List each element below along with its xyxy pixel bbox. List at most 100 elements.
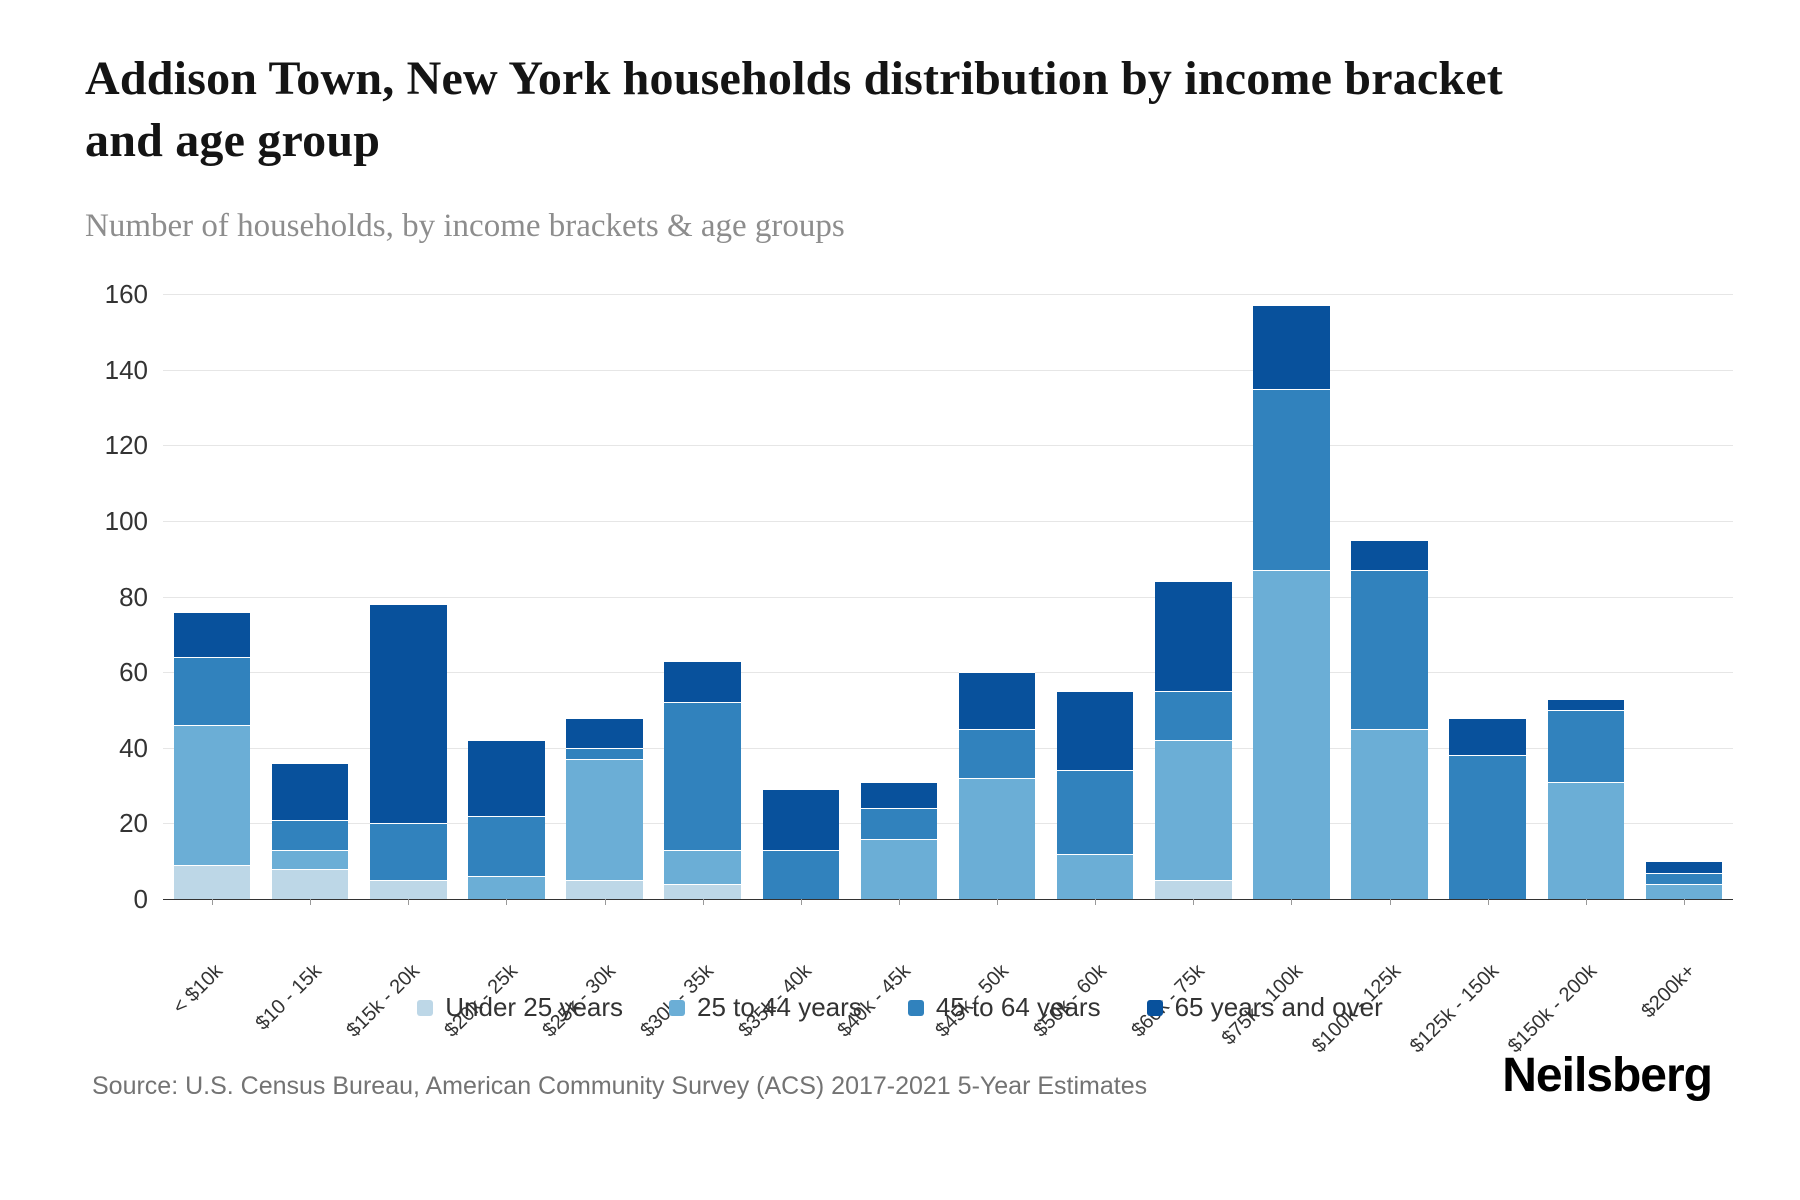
x-axis-tick	[898, 899, 900, 905]
bar-segment[interactable]	[762, 789, 840, 850]
stacked-bar	[1547, 294, 1625, 899]
category-slot: $30k - 35k	[637, 294, 752, 1041]
bar-segment[interactable]	[1155, 880, 1232, 899]
y-axis-tick-label: 160	[104, 279, 148, 309]
stacked-bar	[1155, 294, 1232, 899]
bar-segment[interactable]	[173, 725, 251, 865]
bar-segment[interactable]	[271, 819, 349, 850]
bar-segment[interactable]	[370, 823, 447, 881]
stacked-bar	[566, 294, 643, 899]
bar-segment[interactable]	[173, 657, 251, 726]
plot-area: < $10k $10 - 15k $15k - 20k $20k - 25k $25k …	[163, 294, 1733, 1057]
x-axis-tick	[506, 899, 508, 905]
y-axis-tick-label: 40	[119, 732, 148, 763]
bar-segment[interactable]	[1253, 305, 1330, 389]
bar-segment[interactable]	[1155, 691, 1232, 741]
category-slot: $35k - 40k	[735, 294, 850, 1041]
x-axis-tick	[1193, 899, 1195, 905]
bar-segment[interactable]	[664, 883, 741, 899]
legend-item[interactable]: Under 25 years	[417, 992, 623, 1023]
stacked-bar	[1253, 294, 1330, 899]
gridline	[163, 596, 1733, 598]
bar-segment[interactable]	[1645, 872, 1723, 884]
category-slot: $25k - 30k	[539, 294, 654, 1041]
x-axis-tick	[1095, 899, 1097, 905]
gridline	[163, 823, 1733, 825]
bar-segment[interactable]	[664, 702, 741, 850]
bar-segment[interactable]	[958, 728, 1036, 778]
category-slot: $15k - 20k	[342, 294, 457, 1041]
bar-segment[interactable]	[1351, 539, 1428, 571]
bar-segment[interactable]	[1056, 691, 1134, 771]
chart-subtitle: Number of households, by income brackets…	[85, 208, 845, 244]
bar-segment[interactable]	[1253, 570, 1330, 899]
stacked-bar	[271, 294, 349, 899]
y-axis-tick-label: 120	[104, 430, 148, 461]
legend-label: 25 to 44 years	[697, 992, 862, 1022]
bar-segment[interactable]	[762, 849, 840, 899]
x-axis-tick	[408, 899, 410, 905]
bar-segment[interactable]	[860, 808, 938, 839]
bar-segment[interactable]	[1449, 755, 1526, 899]
bar-segment[interactable]	[1645, 883, 1723, 899]
legend-item[interactable]: 65 years and over	[1146, 992, 1383, 1023]
bar-segment[interactable]	[1155, 740, 1232, 881]
bar-segment[interactable]	[566, 747, 643, 760]
legend-item[interactable]: 45 to 64 years	[907, 992, 1101, 1023]
gridline	[163, 294, 1733, 295]
stacked-bar	[468, 294, 545, 899]
y-axis-tick-label: 20	[119, 808, 148, 839]
bar-segment[interactable]	[566, 880, 643, 899]
bar-segment[interactable]	[370, 880, 447, 899]
bar-segment[interactable]	[1253, 388, 1330, 571]
bar-segment[interactable]	[1449, 717, 1526, 756]
category-slot: $60k - 75k	[1127, 294, 1242, 1041]
bar-segment[interactable]	[271, 762, 349, 820]
x-axis-tick	[212, 899, 214, 905]
bar-segment[interactable]	[1351, 728, 1428, 899]
bar-segment[interactable]	[271, 868, 349, 899]
bar-segment[interactable]	[1351, 570, 1428, 729]
bar-segment[interactable]	[468, 815, 545, 877]
bar-segment[interactable]	[271, 849, 349, 869]
stacked-bar	[958, 294, 1036, 899]
category-slot: $50k - 60k	[1029, 294, 1144, 1041]
bar-segment[interactable]	[1547, 698, 1625, 710]
gridline	[163, 747, 1733, 749]
legend-swatch-icon	[907, 999, 924, 1016]
category-slot: $125k - 150k	[1406, 294, 1537, 1057]
stacked-bar	[664, 294, 741, 899]
bar-segment[interactable]	[1155, 581, 1232, 692]
bar-segment[interactable]	[468, 740, 545, 816]
bar-segment[interactable]	[1645, 861, 1723, 873]
category-slot: $45k - 50k	[931, 294, 1046, 1041]
bar-segment[interactable]	[860, 781, 938, 809]
bar-segment[interactable]	[958, 778, 1036, 899]
legend-item[interactable]: 25 to 44 years	[669, 992, 862, 1023]
legend: Under 25 years 25 to 44 years 45 to 64 yea…	[0, 992, 1800, 1023]
x-axis-tick	[310, 899, 312, 905]
category-slot: $100k - 125k	[1308, 294, 1439, 1057]
y-axis-tick-label: 140	[104, 354, 148, 385]
stacked-bar	[1351, 294, 1428, 899]
bar-segment[interactable]	[566, 717, 643, 748]
bar-segment[interactable]	[860, 838, 938, 899]
bar-segment[interactable]	[958, 672, 1036, 729]
bar-segment[interactable]	[566, 759, 643, 881]
bar-segment[interactable]	[664, 849, 741, 884]
bar-segment[interactable]	[173, 611, 251, 657]
bar-segment[interactable]	[173, 864, 251, 899]
bar-segment[interactable]	[370, 604, 447, 824]
category-slot: $150k - 200k	[1504, 294, 1635, 1057]
brand-logo[interactable]: Neilsberg	[1502, 1049, 1713, 1102]
bar-segment[interactable]	[1547, 781, 1625, 899]
x-axis-tick	[1683, 899, 1685, 905]
bar-segment[interactable]	[468, 876, 545, 899]
bar-segment[interactable]	[1547, 709, 1625, 782]
stacked-bar	[370, 294, 447, 899]
bar-segment[interactable]	[664, 660, 741, 703]
bar-segment[interactable]	[1056, 770, 1134, 854]
legend-label: Under 25 years	[445, 992, 624, 1022]
gridline	[163, 520, 1733, 522]
bar-segment[interactable]	[1056, 853, 1134, 899]
